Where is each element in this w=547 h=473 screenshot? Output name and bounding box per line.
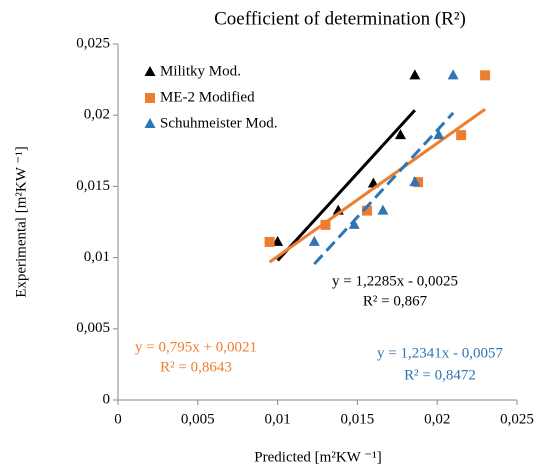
x-tick-label: 0,01 — [264, 411, 290, 427]
chart-title: Coefficient of determination (R²) — [214, 8, 466, 29]
y-tick-label: 0,005 — [76, 320, 110, 336]
legend-label: Schuhmeister Mod. — [160, 115, 278, 131]
point — [394, 129, 406, 140]
annotation: y = 0,795x + 0,0021 — [135, 339, 257, 355]
point — [272, 235, 284, 246]
point — [348, 218, 360, 229]
legend-label: ME-2 Modified — [160, 89, 255, 105]
annotation: R² = 0,8472 — [404, 367, 476, 383]
x-tick-label: 0,015 — [341, 411, 375, 427]
annotation: R² = 0,867 — [363, 293, 428, 309]
trendline — [276, 109, 416, 262]
point — [433, 129, 445, 140]
annotation: y = 1,2341x - 0,0057 — [377, 345, 503, 361]
y-axis-label: Experimental [m²KW ⁻¹] — [13, 146, 29, 298]
point — [361, 205, 372, 216]
trendline — [268, 108, 486, 264]
x-tick-label: 0,02 — [424, 411, 450, 427]
y-tick-label: 0,015 — [76, 178, 110, 194]
y-tick-label: 0,025 — [76, 35, 110, 51]
x-tick-label: 0 — [114, 411, 122, 427]
legend-marker — [144, 118, 156, 128]
trendline — [313, 111, 455, 266]
y-tick-label: 0 — [103, 391, 111, 407]
x-tick-label: 0,025 — [500, 411, 534, 427]
point — [409, 176, 421, 187]
point — [320, 219, 331, 230]
annotation: R² = 0,8643 — [160, 359, 232, 375]
legend-marker — [144, 66, 156, 76]
point — [264, 236, 275, 247]
x-tick-label: 0,005 — [181, 411, 215, 427]
x-axis-label: Predicted [m²KW ⁻¹] — [254, 449, 381, 465]
point — [409, 69, 421, 80]
legend-marker — [145, 93, 155, 103]
annotation: y = 1,2285x - 0,0025 — [332, 273, 458, 289]
point — [447, 69, 459, 80]
point — [308, 235, 320, 246]
point — [377, 204, 389, 215]
legend-label: Militky Mod. — [160, 63, 241, 79]
y-tick-label: 0,01 — [84, 249, 110, 265]
point — [456, 130, 467, 141]
y-tick-label: 0,02 — [84, 107, 110, 123]
point — [480, 70, 491, 81]
